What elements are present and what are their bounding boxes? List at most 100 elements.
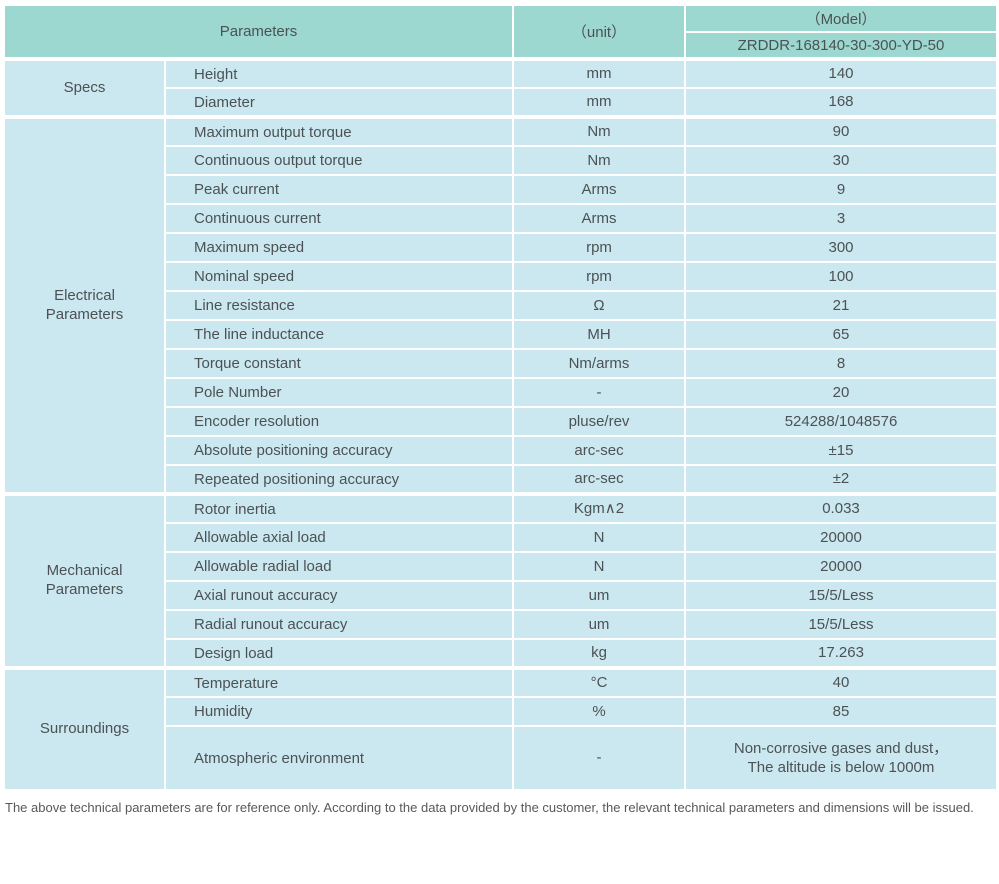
unit-cell: % xyxy=(512,696,686,727)
value-cell: ±2 xyxy=(684,464,998,495)
table-row: Maximum speed rpm 300 xyxy=(4,232,998,263)
param-name-cell: Maximum output torque xyxy=(164,115,514,147)
param-name-cell: Line resistance xyxy=(164,290,514,321)
section-label-specs: Specs xyxy=(3,57,166,118)
unit-cell: mm xyxy=(512,87,686,118)
value-cell: 8 xyxy=(684,348,998,379)
param-name-cell: Encoder resolution xyxy=(164,406,514,437)
value-cell: 85 xyxy=(684,696,998,727)
param-name-cell: Height xyxy=(164,57,514,89)
param-name-cell: Continuous current xyxy=(164,203,514,234)
param-name-cell: Maximum speed xyxy=(164,232,514,263)
unit-cell: rpm xyxy=(512,261,686,292)
table-row: Electrical Parameters Maximum output tor… xyxy=(3,115,998,495)
param-name-cell: Torque constant xyxy=(164,348,514,379)
unit-cell: pluse/rev xyxy=(512,406,686,437)
section-label-mechanical: Mechanical Parameters xyxy=(3,492,166,669)
value-cell: 300 xyxy=(684,232,998,263)
header-row-2: ZRDDR-168140-30-300-YD-50 xyxy=(4,31,998,60)
unit-cell: °C xyxy=(512,666,686,698)
model-number: ZRDDR-168140-30-300-YD-50 xyxy=(684,31,998,60)
table-row: Mechanical Parameters Rotor inertia Kgm∧… xyxy=(3,492,998,669)
unit-cell: Arms xyxy=(512,174,686,205)
value-cell: 3 xyxy=(684,203,998,234)
value-cell: 21 xyxy=(684,290,998,321)
param-name-cell: Axial runout accuracy xyxy=(164,580,514,611)
unit-cell: MH xyxy=(512,319,686,350)
param-name-cell: Continuous output torque xyxy=(164,145,514,176)
value-cell: 168 xyxy=(684,87,998,118)
unit-cell: kg xyxy=(512,638,686,669)
value-cell: 524288/1048576 xyxy=(684,406,998,437)
unit-cell: Nm xyxy=(512,145,686,176)
param-name-cell: Repeated positioning accuracy xyxy=(164,464,514,495)
section-label-text: Specs xyxy=(63,78,106,96)
table-row: Peak current Arms 9 xyxy=(4,174,998,205)
table-row: Encoder resolution pluse/rev 524288/1048… xyxy=(4,406,998,437)
unit-cell: mm xyxy=(512,57,686,89)
param-name-cell: Allowable radial load xyxy=(164,551,514,582)
section-label-electrical: Electrical Parameters xyxy=(3,115,166,495)
unit-cell: um xyxy=(512,580,686,611)
parameters-header: Parameters xyxy=(3,4,514,60)
unit-cell: arc-sec xyxy=(512,464,686,495)
unit-cell: um xyxy=(512,609,686,640)
unit-cell: Ω xyxy=(512,290,686,321)
unit-cell: arc-sec xyxy=(512,435,686,466)
table-row: Axial runout accuracy um 15/5/Less xyxy=(4,580,998,611)
param-name-cell: Diameter xyxy=(164,87,514,118)
unit-cell: - xyxy=(512,377,686,408)
table-row: The line inductance MH 65 xyxy=(4,319,998,350)
value-cell: 90 xyxy=(684,115,998,147)
table-row: Allowable radial load N 20000 xyxy=(4,551,998,582)
table-row: Continuous output torque Nm 30 xyxy=(4,145,998,176)
param-name-cell: Pole Number xyxy=(164,377,514,408)
param-name-cell: Temperature xyxy=(164,666,514,698)
value-cell: 17.263 xyxy=(684,638,998,669)
section-label-text: Mechanical Parameters xyxy=(45,562,124,598)
value-cell: 15/5/Less xyxy=(684,580,998,611)
param-name-cell: Design load xyxy=(164,638,514,669)
value-cell: ±15 xyxy=(684,435,998,466)
table-row: Radial runout accuracy um 15/5/Less xyxy=(4,609,998,640)
unit-cell: rpm xyxy=(512,232,686,263)
value-cell: 9 xyxy=(684,174,998,205)
unit-cell: N xyxy=(512,551,686,582)
value-cell: 65 xyxy=(684,319,998,350)
section-label-text: Surroundings xyxy=(39,720,130,738)
value-cell: 140 xyxy=(684,57,998,89)
table-row: Torque constant Nm/arms 8 xyxy=(4,348,998,379)
value-cell: 20000 xyxy=(684,522,998,553)
table-row: Humidity % 85 xyxy=(4,696,998,727)
param-name-cell: Absolute positioning accuracy xyxy=(164,435,514,466)
param-name-cell: Radial runout accuracy xyxy=(164,609,514,640)
unit-cell: N xyxy=(512,522,686,553)
param-name-cell: Nominal speed xyxy=(164,261,514,292)
param-name-cell: Allowable axial load xyxy=(164,522,514,553)
table-row: Continuous current Arms 3 xyxy=(4,203,998,234)
table-row: Line resistance Ω 21 xyxy=(4,290,998,321)
footer-note: The above technical parameters are for r… xyxy=(5,800,974,815)
param-name-cell: Humidity xyxy=(164,696,514,727)
table-row: Diameter mm 168 xyxy=(4,87,998,118)
param-name-cell: Atmospheric environment xyxy=(164,725,514,791)
model-header: （Model） xyxy=(684,4,998,33)
section-label-surroundings: Surroundings xyxy=(3,666,166,791)
unit-cell: Nm/arms xyxy=(512,348,686,379)
specification-table: Parameters （unit） （Model） ZRDDR-168140-3… xyxy=(3,4,998,791)
value-cell: 20000 xyxy=(684,551,998,582)
unit-cell: Kgm∧2 xyxy=(512,492,686,524)
table-row: Nominal speed rpm 100 xyxy=(4,261,998,292)
table-row: Pole Number - 20 xyxy=(4,377,998,408)
unit-cell: Arms xyxy=(512,203,686,234)
param-name-cell: The line inductance xyxy=(164,319,514,350)
param-name-cell: Rotor inertia xyxy=(164,492,514,524)
unit-header: （unit） xyxy=(512,4,686,60)
header-row-1: Parameters （unit） （Model） xyxy=(3,4,998,60)
section-label-text: Electrical Parameters xyxy=(45,286,124,323)
table-row: Atmospheric environment - Non-corrosive … xyxy=(4,725,998,791)
value-cell: 30 xyxy=(684,145,998,176)
value-cell: 100 xyxy=(684,261,998,292)
value-cell: Non-corrosive gases and dust， The altitu… xyxy=(684,725,998,791)
table-row: Design load kg 17.263 xyxy=(4,638,998,669)
